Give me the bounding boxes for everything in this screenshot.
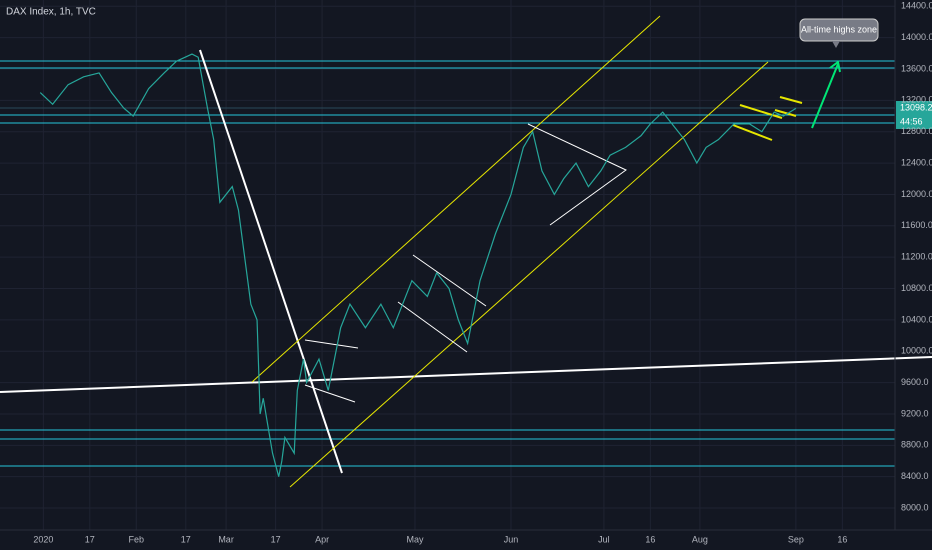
x-tick-label: 2020: [33, 534, 53, 544]
y-tick-label: 12000.0: [901, 189, 932, 199]
x-tick-label: Sep: [788, 534, 804, 544]
y-tick-label: 14000.0: [901, 32, 932, 42]
y-tick-label: 11200.0: [901, 252, 932, 262]
y-tick-label: 12800.0: [901, 126, 932, 136]
flag: [739, 104, 783, 119]
downtrend-line: [199, 49, 343, 474]
flag: [397, 301, 468, 353]
channel-upper: [251, 15, 661, 383]
flag: [779, 96, 803, 104]
y-tick-label: 13600.0: [901, 63, 932, 73]
annotation: All-time highs zone: [801, 24, 877, 34]
grid: [0, 0, 895, 530]
x-tick-label: Aug: [692, 534, 708, 544]
x-tick-label: May: [406, 534, 424, 544]
flag: [774, 109, 797, 117]
y-tick-label: 8400.0: [901, 471, 929, 481]
flag: [732, 124, 773, 141]
annotation-pointer: [832, 41, 840, 48]
price-line: [39, 53, 797, 477]
drawings: [0, 15, 932, 488]
x-tick-label: 17: [181, 534, 191, 544]
y-tick-label: 8800.0: [901, 440, 929, 450]
arrow-head: [829, 60, 841, 73]
x-tick-label: 17: [271, 534, 281, 544]
x-tick-label: 17: [85, 534, 95, 544]
y-tick-label: 10400.0: [901, 314, 932, 324]
y-tick-label: 9600.0: [901, 377, 929, 387]
plot: [39, 53, 797, 477]
x-tick-label: Apr: [315, 534, 329, 544]
y-tick-label: 10800.0: [901, 283, 932, 293]
countdown-tag: [896, 115, 932, 129]
arrow: [811, 63, 839, 129]
y-tick-label: 12400.0: [901, 157, 932, 167]
y-tick-label: 8000.0: [901, 502, 929, 512]
countdown: 44:56: [900, 116, 923, 126]
x-tick-label: Jun: [504, 534, 519, 544]
y-tick-label: 9200.0: [901, 408, 929, 418]
y-tick-label: 13200.0: [901, 95, 932, 105]
price-tag: [896, 101, 932, 115]
channel-lower: [289, 61, 769, 488]
x-tick-label: Jul: [598, 534, 610, 544]
y-tick-label: 11600.0: [901, 220, 932, 230]
x-tick-label: Mar: [218, 534, 234, 544]
x-tick-label: 16: [837, 534, 847, 544]
y-tick-label: 14400.0: [901, 1, 932, 11]
flag: [412, 254, 487, 307]
last-price: 13098.2: [900, 102, 932, 112]
x-tick-label: 16: [645, 534, 655, 544]
chart-title: DAX Index, 1h, TVC: [6, 7, 96, 18]
flag: [304, 384, 356, 403]
x-tick-label: Feb: [129, 534, 145, 544]
support-line: [0, 356, 932, 393]
y-tick-label: 10000.0: [901, 346, 932, 356]
triangle: [527, 123, 627, 226]
flag: [304, 339, 359, 349]
